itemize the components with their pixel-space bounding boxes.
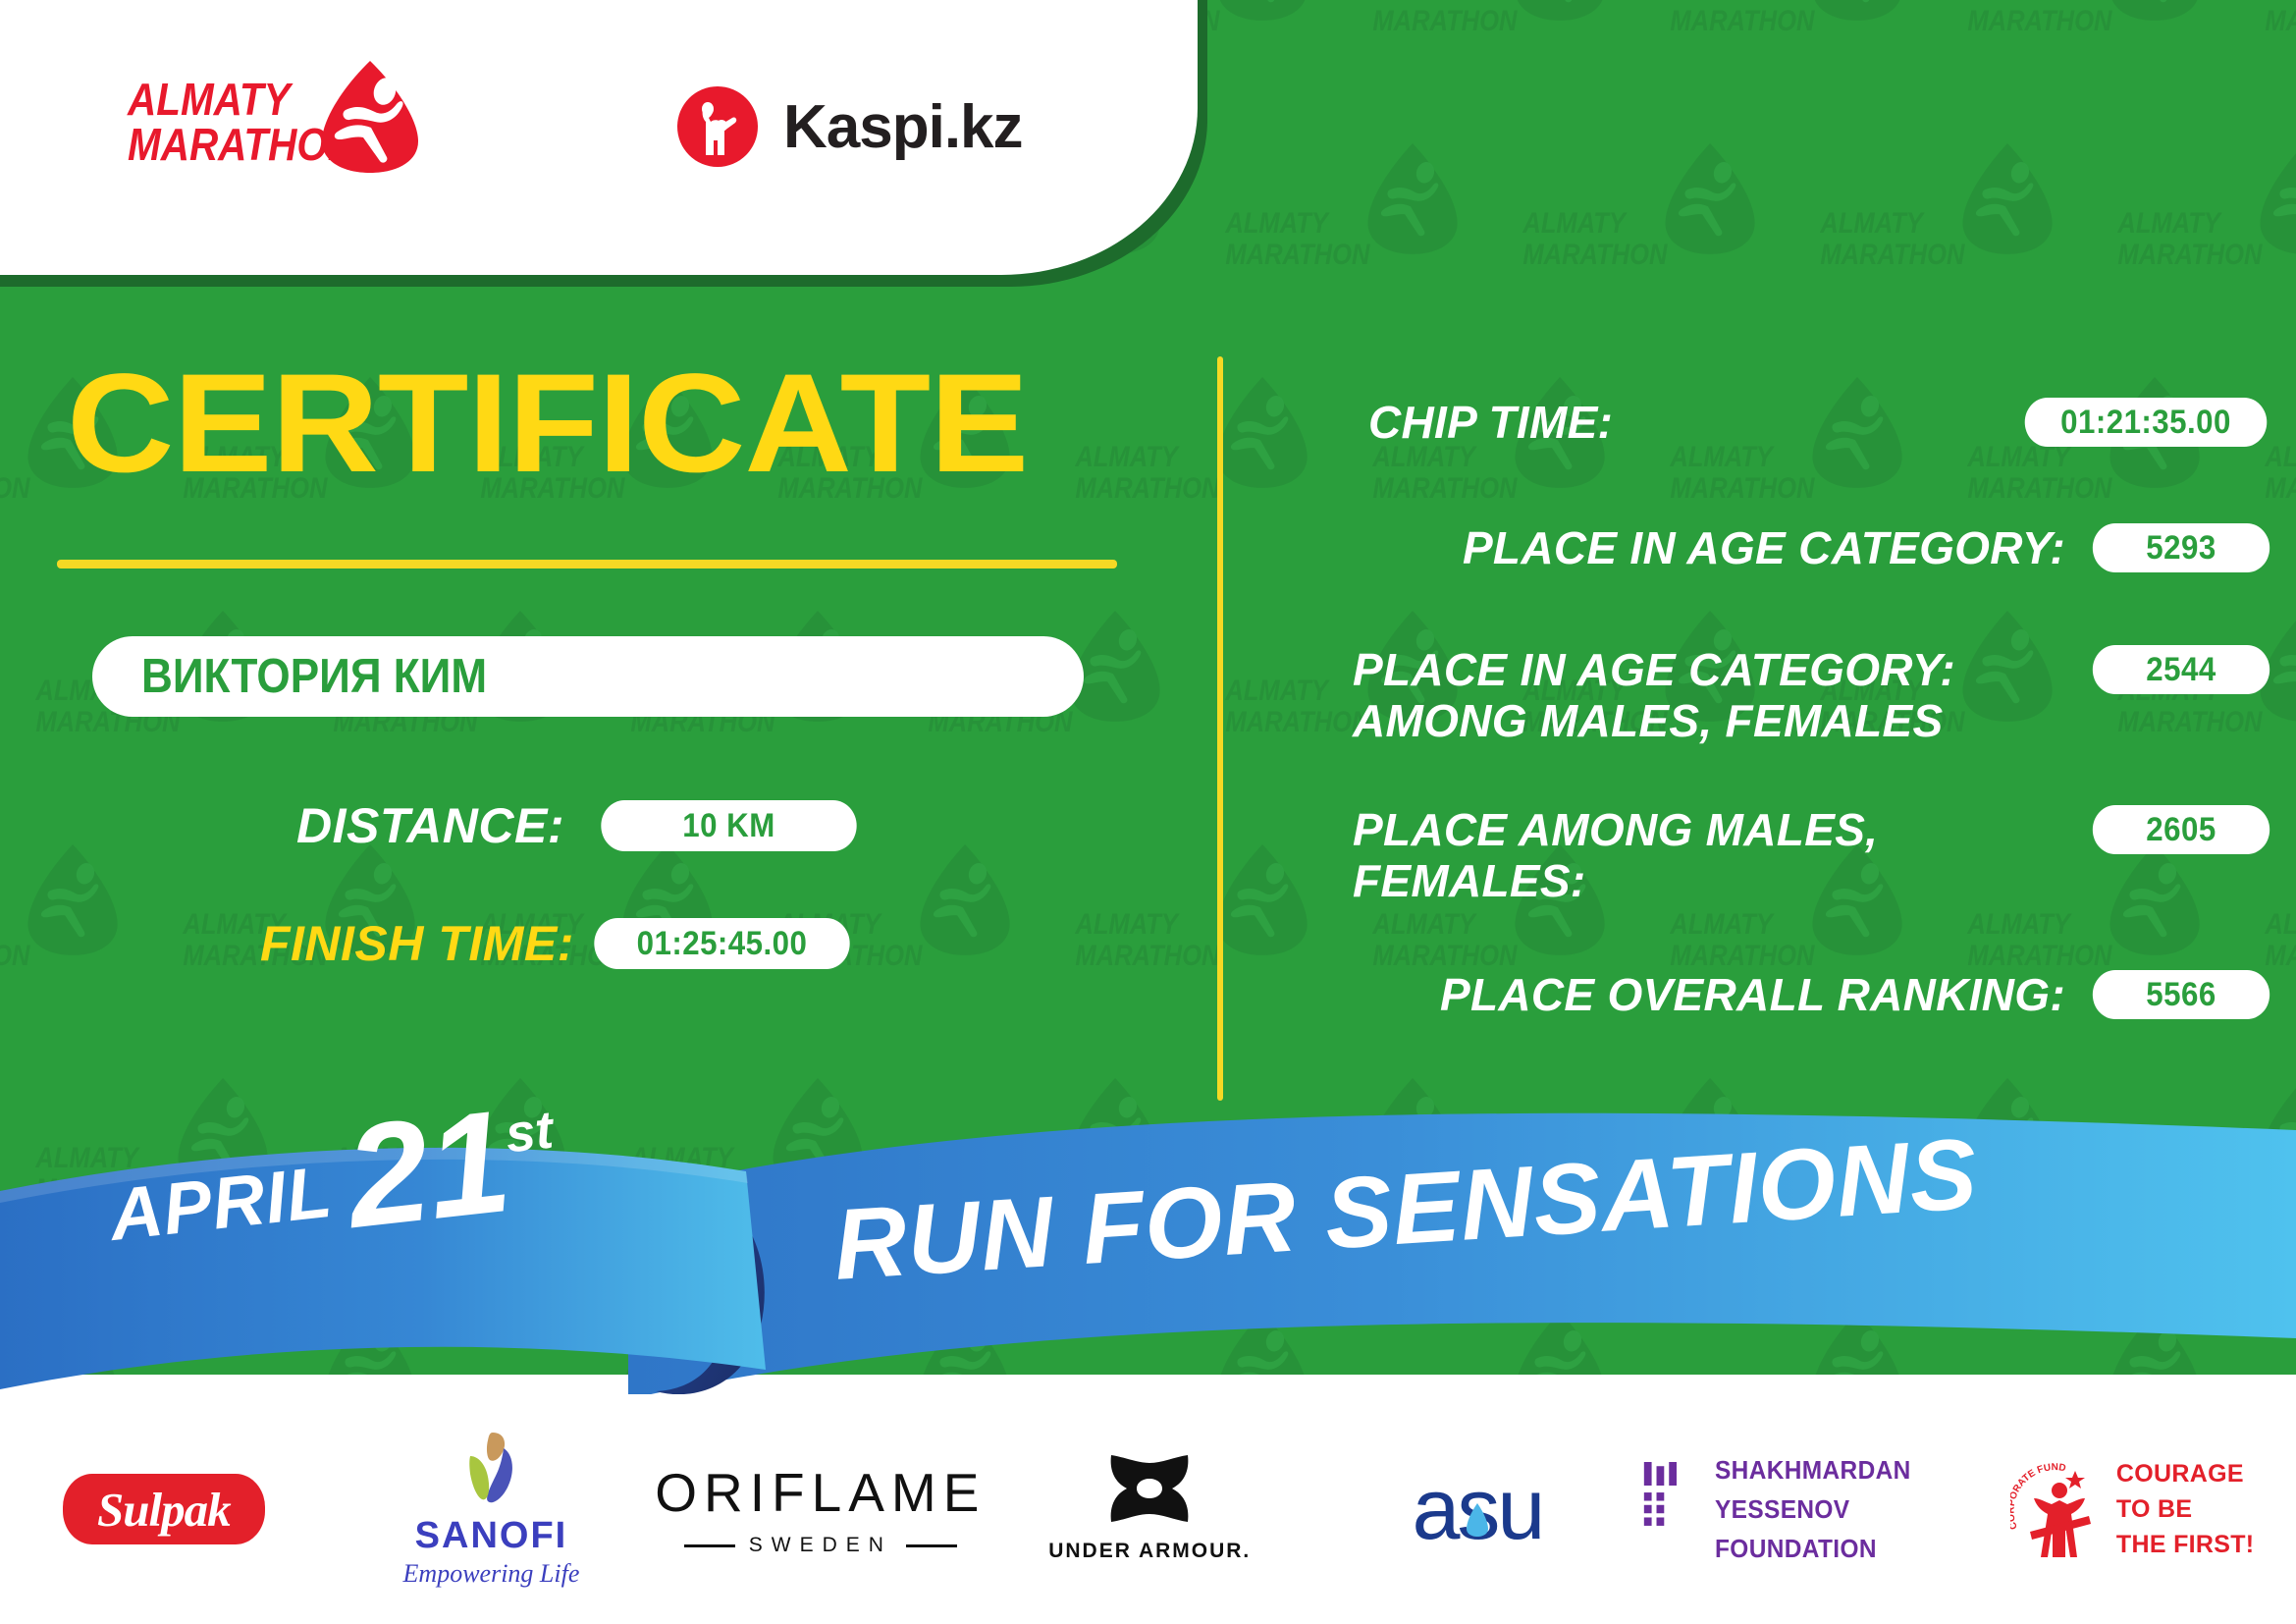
stat-row: PLACE IN AGE CATEGORY: AMONG MALES, FEMA… <box>1286 644 2277 746</box>
distance-label: DISTANCE: <box>295 798 564 853</box>
stat-value: 5566 <box>2092 970 2270 1019</box>
oriflame-sub: SWEDEN <box>683 1534 957 1557</box>
kaspi-logo: Kaspi.kz <box>677 86 1024 167</box>
courage-fund-wordmark: COURAGE TO BE THE FIRST! <box>2116 1456 2255 1563</box>
stat-label-line1: PLACE IN AGE CATEGORY: <box>1353 644 1956 695</box>
sponsor-oriflame: ORIFLAME SWEDEN <box>655 1431 986 1588</box>
courage-fund-logo: CORPORATE FUND <box>2005 1455 2105 1563</box>
asu-drop-icon <box>1467 1464 1489 1537</box>
kaspi-people-circle-icon <box>677 86 758 167</box>
yessenov-line2: FOUNDATION <box>1715 1534 1878 1564</box>
courage-fund-row: CORPORATE FUND COURAGE TO BE THE FIRST! <box>2005 1455 2255 1563</box>
stat-value: 5293 <box>2092 523 2270 572</box>
oriflame-wordmark: ORIFLAME <box>655 1462 987 1523</box>
oriflame-rule-left <box>683 1543 735 1547</box>
sponsor-under-armour: UNDER ARMOUR. <box>986 1431 1313 1588</box>
stat-label-line2: FEMALES: <box>1353 854 1586 906</box>
participant-name-field: ВИКТОРИЯ КИМ <box>92 636 1084 717</box>
stat-label: CHIP TIME: <box>1368 397 1614 448</box>
event-day: 21 <box>339 1079 518 1260</box>
column-divider <box>1217 356 1223 1101</box>
almaty-logo-line1: ALMATY <box>128 74 291 125</box>
oriflame-rule-right <box>905 1543 957 1547</box>
event-day-suffix: st <box>502 1100 557 1164</box>
almaty-marathon-logo: ALMATY MARATHON <box>128 61 432 183</box>
yessenov-foundation-logo <box>1641 1461 1689 1556</box>
asu-logo: asu <box>1412 1464 1545 1552</box>
stat-value: 01:21:35.00 <box>2024 398 2268 447</box>
courage-line3: THE FIRST! <box>2115 1531 2255 1559</box>
event-ribbon <box>0 1075 2296 1409</box>
oriflame-tagline: SWEDEN <box>748 1534 892 1556</box>
courage-line2: TO BE <box>2115 1494 2193 1523</box>
stat-label-line1: PLACE AMONG MALES, <box>1353 804 1879 855</box>
stat-row: PLACE AMONG MALES, FEMALES: 2605 <box>1286 804 2277 906</box>
runner-drop-icon <box>316 59 424 175</box>
page-title: CERTIFICATE <box>67 346 1029 502</box>
stat-row: CHIP TIME: 01:21:35.00 <box>1286 397 2277 449</box>
under-armour-logo <box>1092 1455 1207 1530</box>
sponsor-courage-fund: CORPORATE FUND COURAGE TO BE THE FIRST! <box>1968 1431 2296 1588</box>
stat-row: PLACE IN AGE CATEGORY: 5293 <box>1286 522 2277 574</box>
stat-label: PLACE OVERALL RANKING: <box>1440 969 2065 1020</box>
stat-label: PLACE AMONG MALES, FEMALES: <box>1286 804 2085 906</box>
yessenov-row: SHAKHMARDAN YESSENOV FOUNDATION <box>1641 1450 1969 1569</box>
yessenov-line1: SHAKHMARDAN YESSENOV <box>1715 1454 1911 1524</box>
courage-line1: COURAGE <box>2115 1459 2244 1488</box>
finish-time-value: 01:25:45.00 <box>594 918 850 969</box>
sponsor-sulpak: Sulpak <box>0 1431 328 1588</box>
certificate-left-column: CERTIFICATE ВИКТОРИЯ КИМ <box>0 324 1212 1070</box>
finish-time-label: FINISH TIME: <box>260 916 574 971</box>
sponsor-yessenov: SHAKHMARDAN YESSENOV FOUNDATION <box>1641 1431 1969 1588</box>
kaspi-wordmark: Kaspi.kz <box>783 92 1024 161</box>
stat-row: PLACE OVERALL RANKING: 5566 <box>1286 969 2277 1021</box>
distance-value: 10 KM <box>601 800 857 851</box>
sanofi-tagline: Empowering Life <box>402 1558 580 1588</box>
stat-label: PLACE IN AGE CATEGORY: <box>1462 522 2065 573</box>
yessenov-wordmark: SHAKHMARDAN YESSENOV FOUNDATION <box>1715 1450 1953 1569</box>
sulpak-logo: Sulpak <box>62 1474 265 1544</box>
almaty-marathon-wordmark: ALMATY MARATHON <box>128 77 356 167</box>
stat-value: 2605 <box>2092 805 2270 854</box>
sponsor-sanofi: SANOFI Empowering Life <box>328 1431 656 1588</box>
certificate-stats-column: CHIP TIME: 01:21:35.00 PLACE IN AGE CATE… <box>1237 363 2296 1110</box>
sulpak-wordmark: Sulpak <box>97 1482 232 1537</box>
sanofi-wordmark: SANOFI <box>414 1514 568 1556</box>
header-notch-white <box>0 0 1198 275</box>
stat-value: 2544 <box>2092 645 2270 694</box>
sanofi-logo <box>456 1431 525 1511</box>
distance-row: DISTANCE: 10 KM <box>270 797 868 854</box>
sponsor-asu: asu <box>1313 1431 1641 1588</box>
finish-time-row: FINISH TIME: 01:25:45.00 <box>260 915 861 972</box>
title-underline <box>57 560 1117 568</box>
under-armour-wordmark: UNDER ARMOUR. <box>1048 1540 1252 1562</box>
stat-label-line2: AMONG MALES, FEMALES <box>1353 694 1944 746</box>
almaty-logo-line2: MARATHON <box>128 119 357 170</box>
sponsor-strip: Sulpak SANOFI Empowering Life ORIFLAME S… <box>0 1394 2296 1624</box>
stat-label: PLACE IN AGE CATEGORY: AMONG MALES, FEMA… <box>1286 644 2085 746</box>
participant-name: ВИКТОРИЯ КИМ <box>141 650 488 703</box>
